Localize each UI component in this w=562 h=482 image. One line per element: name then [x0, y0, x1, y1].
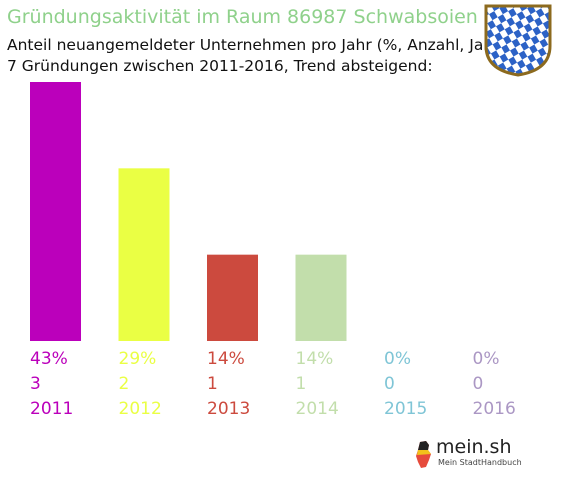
count-label-2013: 1: [207, 374, 218, 394]
count-label-2015: 0: [384, 374, 395, 394]
bar-2012: [118, 168, 170, 341]
year-label-2014: 2014: [296, 399, 339, 419]
year-label-2011: 2011: [30, 399, 73, 419]
germany-map-icon: [416, 441, 431, 468]
chart-summary: 7 Gründungen zwischen 2011-2016, Trend a…: [7, 57, 433, 75]
year-label-2013: 2013: [207, 399, 250, 419]
bar-2013: [207, 254, 258, 341]
count-label-2011: 3: [30, 374, 41, 394]
count-label-2014: 1: [296, 374, 307, 394]
percent-label-2011: 43%: [30, 349, 68, 369]
logo-tagline: Mein StadtHandbuch: [438, 458, 522, 467]
bar-2011: [30, 82, 81, 341]
bavaria-crest-icon: [484, 4, 552, 77]
percent-label-2012: 29%: [119, 349, 157, 369]
bar-2014: [295, 254, 347, 341]
logo-wordmark: mein.sh: [436, 436, 512, 458]
percent-label-2016: 0%: [473, 349, 500, 369]
chart-title: Gründungsaktivität im Raum 86987 Schwabs…: [7, 6, 478, 28]
mein-sh-logo: mein.sh Mein StadtHandbuch: [414, 436, 534, 474]
year-label-2015: 2015: [384, 399, 427, 419]
count-label-2016: 0: [473, 374, 484, 394]
percent-label-2015: 0%: [384, 349, 411, 369]
percent-label-2014: 14%: [296, 349, 334, 369]
year-label-2012: 2012: [119, 399, 162, 419]
count-label-2012: 2: [119, 374, 130, 394]
year-label-2016: 2016: [473, 399, 516, 419]
percent-label-2013: 14%: [207, 349, 245, 369]
chart-subtitle: Anteil neuangemeldeter Unternehmen pro J…: [7, 36, 506, 54]
